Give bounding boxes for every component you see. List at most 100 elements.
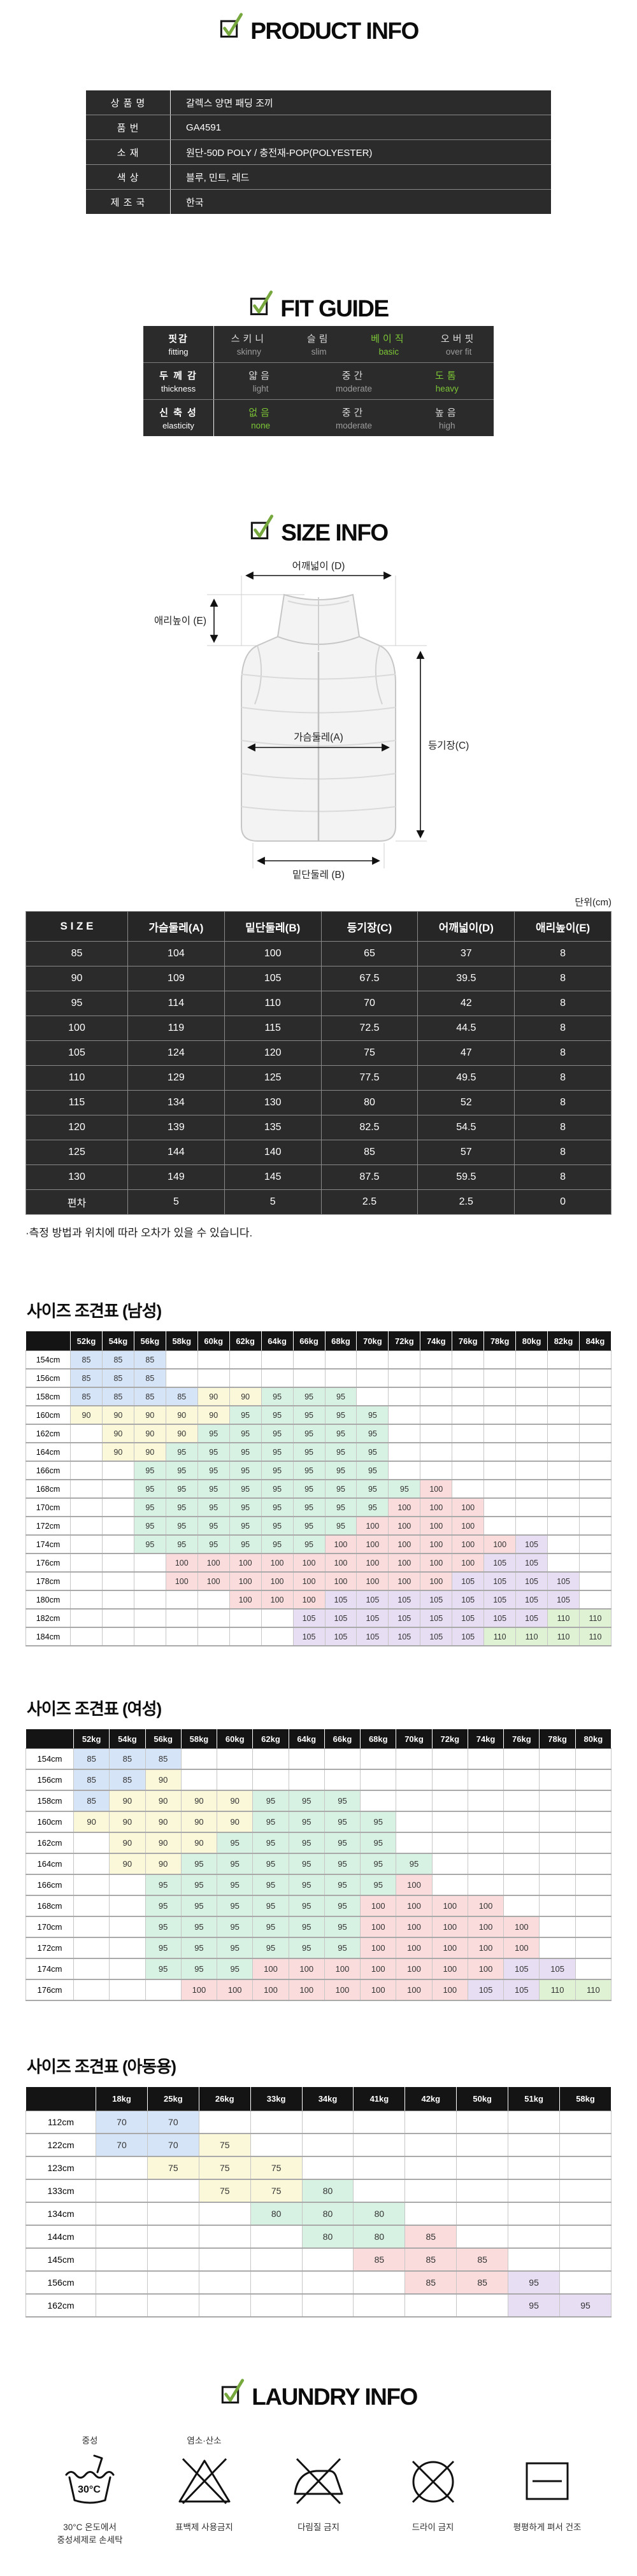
- chart-empty-cell: [101, 1516, 134, 1536]
- chart-size-cell: 85: [109, 1769, 146, 1791]
- chart-size-cell: 90: [165, 1405, 198, 1425]
- fit-guide-row-label: 신 축 성 elasticity: [143, 400, 214, 436]
- chart-empty-cell: [396, 1811, 433, 1833]
- size-spec-cell: 120: [25, 1115, 128, 1140]
- chart-empty-cell: [515, 1516, 548, 1536]
- chart-empty-cell: [73, 1874, 110, 1896]
- size-footnote: ·측정 방법과 위치에 따라 오차가 있을 수 있습니다.: [25, 1227, 253, 1239]
- chart-row: 174cm 95 95 95 95 95 95 100 100 100 100 100 100 105: [25, 1534, 612, 1554]
- chart-height-cell: 176cm: [25, 1553, 71, 1573]
- size-spec-cell: 125: [224, 1065, 322, 1091]
- chart-empty-cell: [559, 2133, 612, 2157]
- chart-size-cell: 95: [388, 1479, 421, 1499]
- chart-empty-cell: [109, 1958, 146, 1980]
- chart-size-cell: 95: [324, 1790, 361, 1812]
- chart-size-cell: 100: [252, 1958, 289, 1980]
- chart-empty-cell: [197, 1608, 230, 1628]
- chart-empty-cell: [165, 1627, 198, 1646]
- chart-empty-cell: [404, 2179, 457, 2203]
- chart-weight-header: 60kg: [217, 1729, 254, 1749]
- size-spec-header-cell: 밑단둘레(B): [224, 911, 322, 942]
- chart-height-cell: 156cm: [25, 2270, 96, 2295]
- chart-empty-cell: [579, 1497, 612, 1517]
- size-spec-row: 95 114 110 70 42 8: [25, 991, 612, 1016]
- chart-empty-cell: [508, 2202, 561, 2226]
- chart-height-cell: 158cm: [25, 1387, 71, 1406]
- chart-empty-cell: [452, 1424, 485, 1443]
- chart-size-cell: 90: [229, 1387, 262, 1406]
- size-spec-cell: 8: [514, 1090, 612, 1115]
- chart-size-cell: 95: [324, 1916, 361, 1938]
- chart-height-cell: 184cm: [25, 1627, 71, 1646]
- chart-weight-header: 62kg: [252, 1729, 289, 1749]
- chart-size-cell: 95: [261, 1424, 294, 1443]
- laundry-icon-wrap: 30°C: [38, 2449, 141, 2512]
- chart-weight-header: 66kg: [324, 1729, 361, 1749]
- label-hem: 밑단둘레 (B): [292, 869, 345, 881]
- chart-size-cell: 95: [180, 1853, 218, 1875]
- chart-empty-cell: [467, 1874, 505, 1896]
- chart-size-cell: 100: [396, 1874, 433, 1896]
- chart-size-cell: 95: [133, 1461, 166, 1480]
- size-spec-row: 90 109 105 67.5 39.5 8: [25, 966, 612, 991]
- chart-empty-cell: [547, 1387, 580, 1406]
- chart-height-cell: 145cm: [25, 2247, 96, 2272]
- chart-weight-header: 76kg: [452, 1331, 485, 1351]
- chart-size-cell: 105: [452, 1590, 485, 1610]
- svg-text:30°C: 30°C: [78, 2484, 101, 2495]
- chart-empty-cell: [388, 1387, 421, 1406]
- chart-weight-header: 41kg: [353, 2086, 406, 2111]
- chart-empty-cell: [420, 1350, 453, 1369]
- chart-size-cell: 110: [547, 1608, 580, 1628]
- no-dryclean-icon: [412, 2460, 454, 2503]
- fit-guide-row: 핏감 fitting 스키니 skinny 슬림 slim 베이직 basic 오버핏 over …: [143, 326, 494, 363]
- chart-empty-cell: [579, 1461, 612, 1480]
- chart-size-cell: 105: [515, 1608, 548, 1628]
- chart-empty-cell: [503, 1811, 540, 1833]
- chart-size-cell: 90: [145, 1811, 182, 1833]
- chart-empty-cell: [147, 2247, 199, 2272]
- chart-empty-cell: [559, 2111, 612, 2134]
- chart-size-cell: 95: [261, 1442, 294, 1462]
- chart-row: 164cm 90 90 95 95 95 95 95 95 95: [25, 1853, 612, 1875]
- laundry-icon-wrap: [496, 2449, 599, 2512]
- chart-empty-cell: [73, 1895, 110, 1917]
- chart-size-cell: 105: [292, 1627, 326, 1646]
- product-row-value: 블루, 민트, 레드: [170, 164, 551, 190]
- chart-empty-cell: [180, 1769, 218, 1791]
- chart-empty-cell: [559, 2202, 612, 2226]
- chart-row: 162cm 90 90 90 95 95 95 95 95 95: [25, 1424, 612, 1443]
- chart-size-cell: 90: [145, 1769, 182, 1791]
- chart-row: 172cm 95 95 95 95 95 95 95 100 100 100 100: [25, 1516, 612, 1536]
- chart-size-cell: 95: [396, 1853, 433, 1875]
- chart-empty-cell: [515, 1424, 548, 1443]
- chart-empty-cell: [503, 1748, 540, 1770]
- chart-empty-cell: [356, 1368, 389, 1388]
- chart-size-cell: 100: [431, 1979, 468, 2001]
- chart-empty-cell: [261, 1368, 294, 1388]
- chart-size-cell: 100: [324, 1958, 361, 1980]
- laundry-item: 염소·산소 표백제 사용금지: [153, 2433, 256, 2547]
- size-spec-cell: 149: [127, 1164, 225, 1190]
- product-row-value: 원단-50D POLY / 충전재-POP(POLYESTER): [170, 139, 551, 165]
- chart-height-cell: 164cm: [25, 1442, 71, 1462]
- laundry-item-caption: 다림질 금지: [267, 2521, 370, 2534]
- chart-empty-cell: [404, 2293, 457, 2318]
- size-spec-cell: 85: [25, 941, 128, 966]
- chart-size-cell: 80: [301, 2225, 354, 2249]
- chart-empty-cell: [515, 1387, 548, 1406]
- fit-option-ko: 스키니: [231, 334, 268, 344]
- chart-size-cell: 100: [229, 1590, 262, 1610]
- chart-size-cell: 105: [324, 1590, 357, 1610]
- chart-size-cell: 100: [356, 1516, 389, 1536]
- chart-height-cell: 172cm: [25, 1516, 71, 1536]
- chart-size-cell: 95: [229, 1516, 262, 1536]
- chart-size-cell: 95: [288, 1874, 325, 1896]
- chart-empty-cell: [420, 1461, 453, 1480]
- chart-height-cell: 112cm: [25, 2111, 96, 2134]
- chart-size-cell: 85: [145, 1748, 182, 1770]
- chart-empty-cell: [575, 1790, 612, 1812]
- chart-weight-header: 76kg: [503, 1729, 540, 1749]
- laundry-item-top-label: 염소·산소: [187, 2436, 222, 2445]
- chart-empty-cell: [579, 1424, 612, 1443]
